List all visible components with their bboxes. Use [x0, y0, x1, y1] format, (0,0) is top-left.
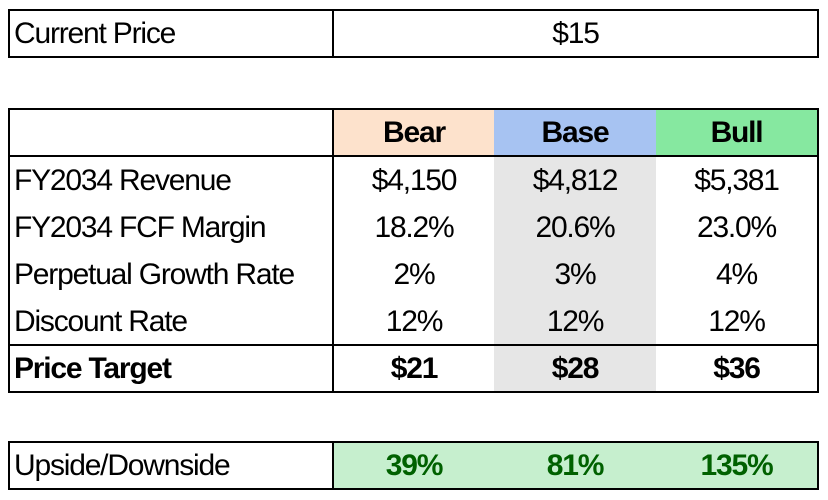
base-value: 12%: [546, 304, 605, 338]
bear-upside: 39%: [385, 448, 444, 482]
bull-value: 23.0%: [696, 210, 777, 244]
header-blank: [10, 110, 332, 155]
upside-highlight: [334, 443, 817, 488]
bear-value: 18.2%: [374, 210, 454, 244]
bull-value: $5,381: [694, 163, 780, 197]
price-target-label: Price Target: [14, 351, 172, 385]
base-value: 3%: [554, 257, 597, 291]
row-label: FY2034 Revenue: [14, 163, 232, 197]
bear-value: 12%: [385, 304, 444, 338]
bull-upside: 135%: [700, 448, 774, 482]
row-label: Discount Rate: [14, 304, 188, 338]
base-upside: 81%: [546, 448, 605, 482]
bull-price-target: $36: [713, 351, 761, 385]
divider: [332, 443, 334, 488]
bear-value: $4,150: [371, 163, 458, 197]
row-label: FY2034 FCF Margin: [14, 210, 267, 244]
bear-value: 2%: [393, 257, 436, 291]
upside-table: Upside/Downside 39% 81% 135%: [8, 441, 819, 490]
bear-price-target: $21: [390, 351, 439, 385]
header-bear: Bear: [334, 110, 494, 155]
row-label: Perpetual Growth Rate: [14, 257, 295, 291]
bull-value: 12%: [708, 304, 766, 338]
current-price-table: Current Price $15: [8, 9, 819, 58]
divider: [10, 155, 817, 157]
upside-label: Upside/Downside: [14, 448, 231, 482]
divider: [332, 110, 334, 391]
divider: [332, 11, 334, 56]
base-column-shade: [494, 155, 656, 391]
base-value: 20.6%: [535, 210, 615, 244]
current-price-label: Current Price: [14, 16, 176, 50]
header-base: Base: [494, 110, 656, 155]
bull-value: 4%: [716, 257, 758, 291]
scenario-table: Bear Base Bull FY2034 Revenue $4,150 $4,…: [8, 108, 819, 393]
current-price-value: $15: [552, 16, 600, 50]
base-value: $4,812: [532, 163, 619, 197]
divider: [10, 344, 817, 346]
base-price-target: $28: [551, 351, 600, 385]
header-bull: Bull: [656, 110, 817, 155]
